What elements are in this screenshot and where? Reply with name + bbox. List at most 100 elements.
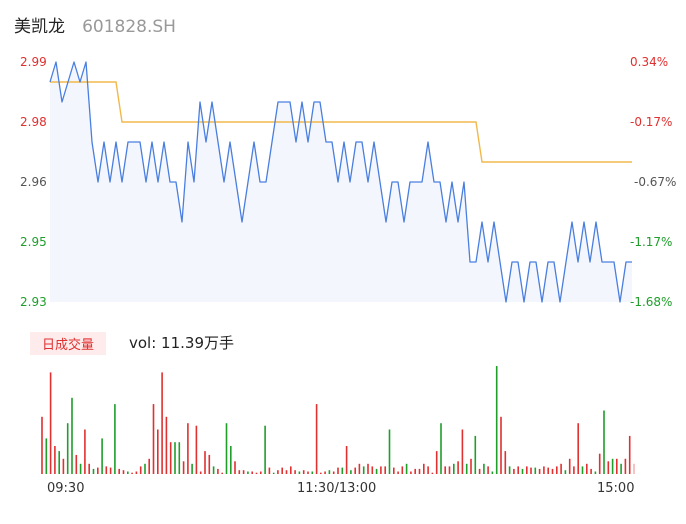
volume-bar bbox=[127, 471, 129, 474]
volume-bar bbox=[131, 472, 133, 474]
volume-bar bbox=[543, 466, 545, 474]
volume-bar bbox=[242, 470, 245, 474]
average-price-line bbox=[50, 81, 632, 163]
x-tick-label: 15:00 bbox=[597, 481, 635, 496]
x-tick-label: 11:30/13:00 bbox=[297, 481, 377, 496]
volume-bar bbox=[345, 446, 348, 474]
volume-bar bbox=[315, 404, 318, 474]
volume-bar bbox=[255, 472, 258, 474]
volume-bar bbox=[139, 466, 142, 474]
volume-bar bbox=[624, 458, 627, 474]
volume-bar bbox=[586, 463, 588, 474]
pct-tick-label: -0.67% bbox=[634, 175, 677, 189]
volume-bar bbox=[161, 372, 163, 474]
volume-bar bbox=[457, 461, 459, 474]
volume-bar bbox=[247, 471, 249, 474]
volume-bar bbox=[97, 467, 99, 474]
volume-bar bbox=[465, 463, 468, 474]
volume-bar bbox=[590, 468, 592, 474]
volume-bar bbox=[487, 466, 489, 474]
volume-bar bbox=[285, 470, 288, 474]
volume-bar bbox=[294, 470, 296, 474]
volume-bar bbox=[448, 466, 451, 474]
volume-bar bbox=[221, 472, 223, 474]
price-chart-area bbox=[49, 61, 632, 303]
volume-bar bbox=[230, 446, 232, 474]
volume-bar bbox=[157, 429, 159, 474]
price-tick-label: 2.96 bbox=[20, 175, 47, 189]
volume-bar bbox=[92, 468, 95, 474]
volume-bar bbox=[45, 438, 48, 474]
volume-bar bbox=[521, 468, 524, 474]
volume-bar bbox=[538, 468, 541, 474]
pct-tick-label: 0.34% bbox=[630, 55, 669, 69]
volume-bar bbox=[105, 466, 108, 474]
volume-bar bbox=[581, 466, 584, 474]
volume-bar bbox=[564, 470, 567, 474]
price-tick-label: 2.95 bbox=[20, 235, 47, 249]
volume-bar bbox=[474, 435, 477, 474]
volume-bar bbox=[620, 463, 622, 474]
volume-bar bbox=[431, 472, 434, 474]
volume-bar bbox=[84, 429, 86, 474]
volume-bar bbox=[594, 471, 597, 474]
volume-bar bbox=[71, 397, 73, 474]
volume-bar bbox=[41, 416, 43, 474]
price-line bbox=[49, 61, 632, 303]
volume-bar bbox=[367, 463, 369, 474]
volume-bar bbox=[453, 463, 455, 474]
price-tick-label: 2.99 bbox=[20, 55, 47, 69]
stock-name: 美凯龙 bbox=[14, 17, 65, 37]
volume-bar bbox=[611, 458, 614, 474]
volume-bar bbox=[380, 466, 382, 474]
volume-bar bbox=[500, 416, 502, 474]
volume-bar bbox=[302, 470, 305, 474]
volume-bar bbox=[577, 423, 579, 474]
volume-bar bbox=[191, 463, 193, 474]
volume-bar bbox=[568, 458, 571, 474]
volume-bar bbox=[79, 463, 82, 474]
volume-bar bbox=[187, 423, 189, 474]
volume-bar bbox=[204, 451, 206, 474]
volume-bar bbox=[324, 471, 326, 474]
volume-bar bbox=[358, 463, 361, 474]
volume-bar bbox=[58, 451, 60, 474]
volume-bar bbox=[174, 442, 176, 474]
volume-bar bbox=[478, 468, 481, 474]
volume-bar bbox=[114, 404, 116, 474]
volume-bar bbox=[199, 471, 202, 474]
volume-bar bbox=[354, 467, 356, 474]
volume-bar bbox=[148, 458, 150, 474]
volume-bar bbox=[298, 471, 301, 474]
volume-bar bbox=[49, 372, 52, 474]
volume-bar bbox=[268, 467, 271, 474]
volume-bar bbox=[328, 470, 331, 474]
volume-bar bbox=[633, 463, 635, 474]
volume-bar bbox=[290, 466, 292, 474]
volume-bar bbox=[628, 435, 631, 474]
volume-bar bbox=[414, 468, 416, 474]
volume-bar bbox=[435, 451, 438, 474]
volume-bar bbox=[495, 366, 498, 474]
volume-bar bbox=[517, 466, 519, 474]
stock-header: 美凯龙 601828.SH bbox=[14, 12, 176, 40]
volume-bar bbox=[144, 463, 146, 474]
daily-volume-tab[interactable]: 日成交量 bbox=[30, 332, 107, 355]
volume-bar bbox=[444, 466, 446, 474]
volume-bar bbox=[118, 468, 120, 474]
volume-bar bbox=[526, 466, 528, 474]
pct-tick-label: -0.17% bbox=[630, 115, 673, 129]
volume-bar bbox=[337, 467, 339, 474]
volume-bar bbox=[547, 467, 549, 474]
volume-bar bbox=[393, 467, 395, 474]
volume-bar bbox=[483, 463, 485, 474]
volume-bar bbox=[607, 461, 610, 474]
volume-bar bbox=[277, 470, 279, 474]
volume-bar bbox=[362, 466, 365, 474]
volume-bar bbox=[470, 458, 472, 474]
volume-bar bbox=[508, 466, 511, 474]
volume-bar bbox=[397, 471, 399, 474]
volume-bar bbox=[598, 453, 601, 474]
volume-bar bbox=[109, 467, 112, 474]
volume-bar bbox=[307, 471, 309, 474]
